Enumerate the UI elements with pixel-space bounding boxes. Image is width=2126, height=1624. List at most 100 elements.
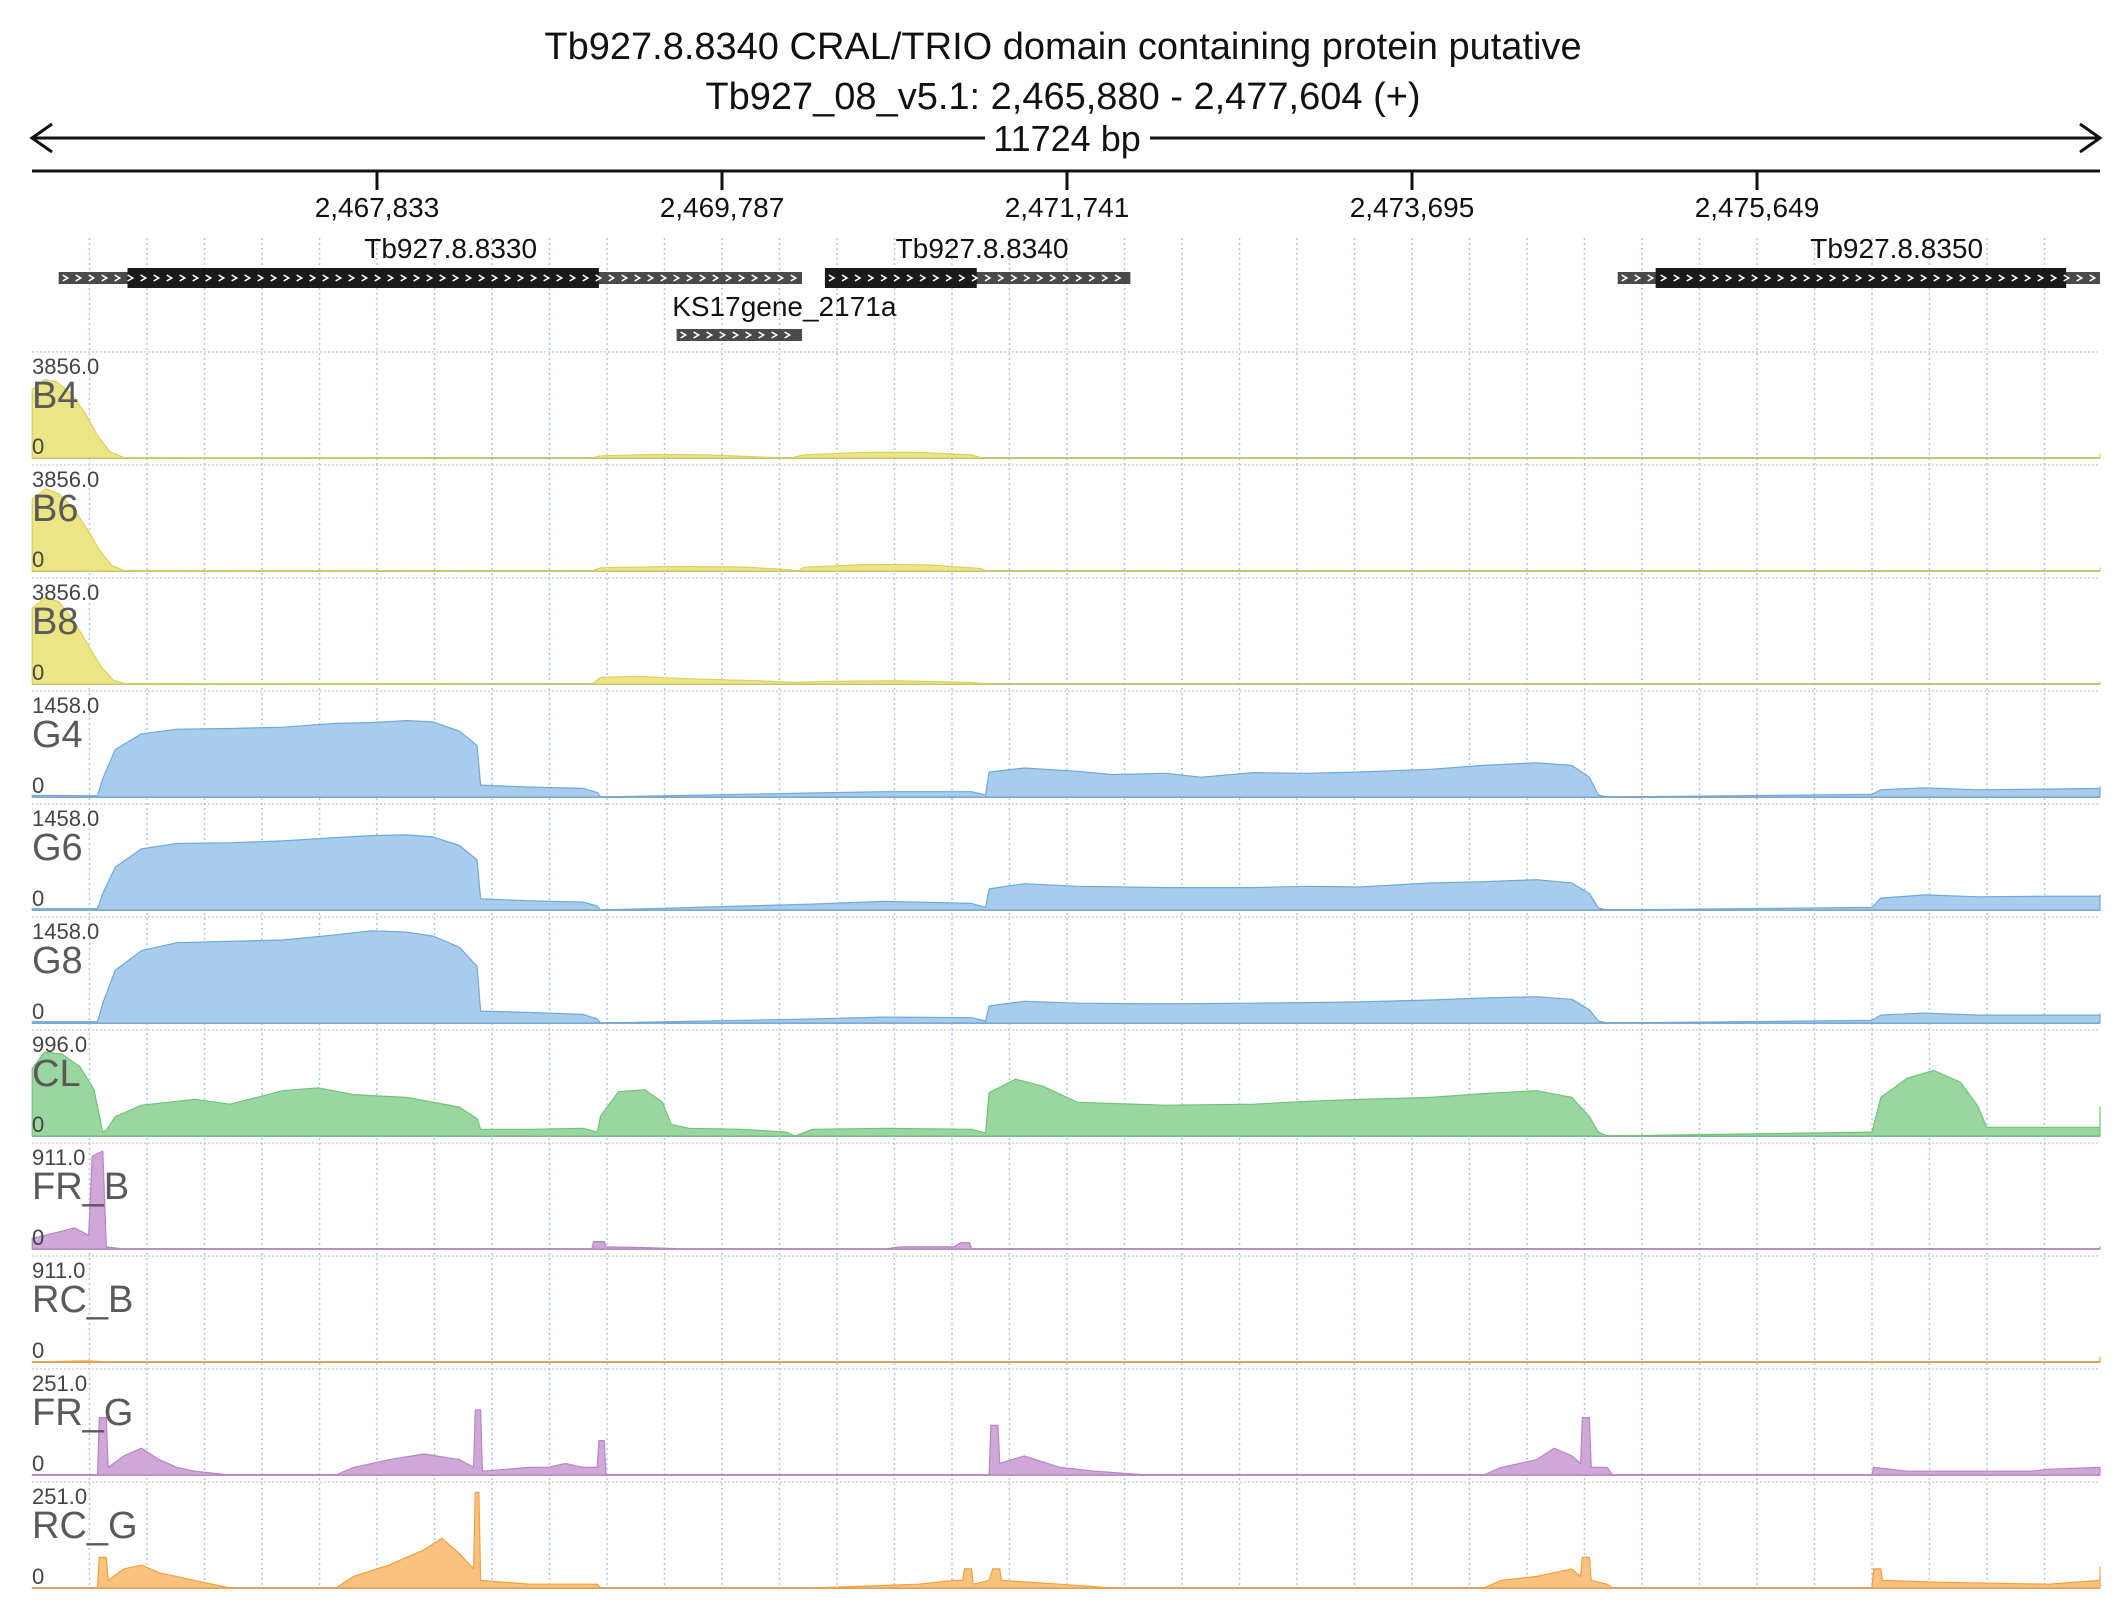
chevron-icon — [1686, 274, 1694, 282]
chevron-icon — [1036, 274, 1044, 282]
span-ruler: 11724 bp — [29, 118, 2103, 159]
chevron-icon — [958, 274, 966, 282]
chevron-icon — [1777, 274, 1785, 282]
chevron-icon — [634, 274, 642, 282]
chevron-icon — [2050, 274, 2058, 282]
grid-lines — [88, 238, 2046, 1585]
chevron-icon — [582, 274, 590, 282]
chevron-icon — [1712, 274, 1720, 282]
track-max-label: 3856.0 — [32, 467, 99, 492]
coverage-area — [31, 1356, 2101, 1363]
track-min-label: 0 — [32, 1338, 44, 1363]
gene-tb927-8-8330[interactable]: Tb927.8.8330 — [58, 233, 802, 288]
track-rc-b: 911.0RC_B 0 — [31, 1255, 2101, 1363]
chevron-icon — [218, 274, 226, 282]
chevron-icon — [1881, 274, 1889, 282]
gene-ks17gene-2171a[interactable]: KS17gene_2171a — [672, 291, 897, 341]
chevron-icon — [231, 274, 239, 282]
tick-label: 2,467,833 — [315, 192, 440, 223]
chevron-icon — [1933, 274, 1941, 282]
track-b6: 3856.0B6 0 — [31, 464, 2101, 572]
chevron-icon — [1803, 274, 1811, 282]
track-name: B4 — [32, 375, 78, 417]
gene-label: Tb927.8.8330 — [364, 233, 537, 264]
chevron-icon — [179, 274, 187, 282]
chevron-icon — [517, 274, 525, 282]
chevron-icon — [595, 274, 603, 282]
chevron-icon — [75, 274, 83, 282]
chevron-icon — [192, 274, 200, 282]
chevron-icon — [784, 331, 792, 339]
chevron-icon — [1855, 274, 1863, 282]
tick-label: 2,469,787 — [660, 192, 785, 223]
chevron-icon — [478, 274, 486, 282]
chevron-icon — [712, 274, 720, 282]
tick-label: 2,475,649 — [1695, 192, 1820, 223]
chevron-icon — [1023, 274, 1031, 282]
chevron-icon — [1816, 274, 1824, 282]
chevron-icon — [88, 274, 96, 282]
coverage-tracks: 3856.0B403856.0B603856.0B801458.0G401458… — [31, 351, 2101, 1589]
chevron-icon — [127, 274, 135, 282]
chevron-icon — [971, 274, 979, 282]
track-max-label: 1458.0 — [32, 693, 99, 718]
chevron-icon — [2063, 274, 2071, 282]
chevron-icon — [680, 331, 688, 339]
track-b8: 3856.0B8 0 — [31, 577, 2101, 685]
track-name: FR_B — [32, 1166, 129, 1208]
chevron-icon — [270, 274, 278, 282]
chevron-icon — [257, 274, 265, 282]
chevron-icon — [906, 274, 914, 282]
chevron-icon — [932, 274, 940, 282]
chevron-icon — [919, 274, 927, 282]
chevron-icon — [2076, 274, 2084, 282]
track-name: G4 — [32, 714, 83, 756]
coverage-area — [31, 379, 2101, 459]
chevron-icon — [205, 274, 213, 282]
chevron-icon — [1985, 274, 1993, 282]
chevron-icon — [1751, 274, 1759, 282]
chevron-icon — [309, 274, 317, 282]
chevron-icon — [725, 274, 733, 282]
track-min-label: 0 — [32, 1112, 44, 1137]
track-max-label: 251.0 — [32, 1371, 87, 1396]
chevron-icon — [777, 274, 785, 282]
chevron-icon — [867, 274, 875, 282]
track-min-label: 0 — [32, 660, 44, 685]
chevron-icon — [543, 274, 551, 282]
gene-annotation-track: Tb927.8.8330Tb927.8.8340Tb927.8.8350TRY.… — [58, 233, 2100, 341]
chevron-icon — [686, 274, 694, 282]
chevron-icon — [745, 331, 753, 339]
chevron-icon — [706, 331, 714, 339]
chevron-icon — [322, 274, 330, 282]
chevron-icon — [719, 331, 727, 339]
track-name: FR_G — [32, 1392, 133, 1434]
track-rc-g: 251.0RC_G 0 — [31, 1481, 2101, 1589]
track-name: G8 — [32, 940, 83, 982]
chevron-icon — [1790, 274, 1798, 282]
track-min-label: 0 — [32, 434, 44, 459]
coverage-area — [31, 488, 2101, 572]
chevron-icon — [764, 274, 772, 282]
chevron-icon — [1114, 274, 1122, 282]
chevron-icon — [790, 274, 798, 282]
coverage-area — [31, 1051, 2101, 1137]
chevron-icon — [1101, 274, 1109, 282]
gene-label: Tb927.8.8340 — [896, 233, 1069, 264]
chevron-icon — [2089, 274, 2097, 282]
chevron-icon — [751, 274, 759, 282]
span-label: 11724 bp — [993, 118, 1140, 159]
chevron-icon — [608, 274, 616, 282]
track-min-label: 0 — [32, 1564, 44, 1589]
track-max-label: 251.0 — [32, 1484, 87, 1509]
chevron-icon — [660, 274, 668, 282]
chevron-icon — [413, 274, 421, 282]
chevron-icon — [166, 274, 174, 282]
track-max-label: 1458.0 — [32, 806, 99, 831]
chevron-icon — [673, 274, 681, 282]
chevron-icon — [1010, 274, 1018, 282]
chevron-icon — [997, 274, 1005, 282]
chevron-icon — [140, 274, 148, 282]
gene-tb927-8-8340[interactable]: Tb927.8.8340 — [824, 233, 1131, 288]
gene-tb927-8-8350[interactable]: Tb927.8.8350 — [1617, 233, 2100, 288]
